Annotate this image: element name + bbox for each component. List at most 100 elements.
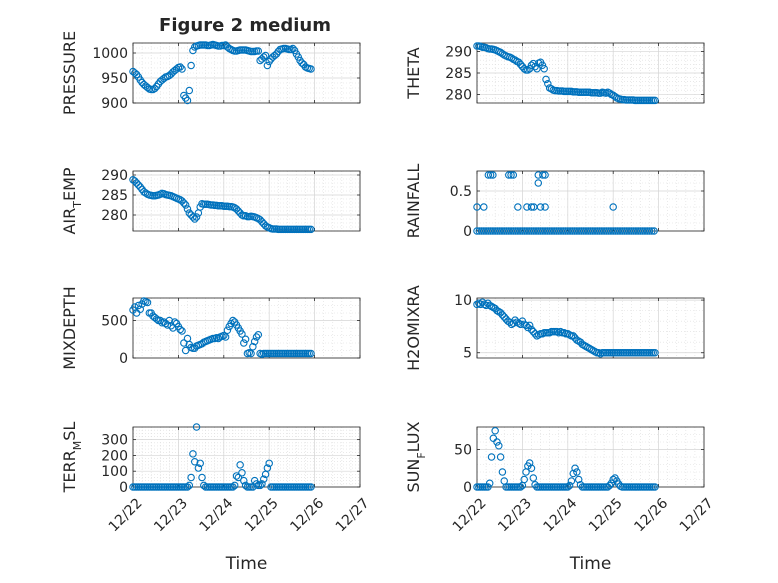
data-point: [511, 56, 519, 64]
data-point: [220, 331, 228, 340]
x-tick-label: 12/26: [287, 495, 327, 535]
y-tick-label: 280: [101, 208, 128, 224]
y-axis-label-tail: SL: [60, 422, 79, 441]
data-point: [527, 464, 536, 472]
data-point: [307, 225, 315, 234]
data-point: [476, 300, 485, 309]
data-point: [493, 438, 501, 446]
data-point: [151, 84, 159, 93]
data-point: [180, 339, 188, 347]
axes-box: [132, 297, 361, 359]
data-point: [650, 227, 658, 235]
data-point: [536, 203, 545, 211]
plot-area: [477, 171, 704, 231]
series-markers: [473, 298, 659, 358]
data-point: [564, 483, 572, 491]
data-point: [605, 89, 614, 97]
panel-mixdepth: 0 500 MIXDEPTH: [60, 286, 361, 370]
series-markers: [473, 426, 659, 491]
series-markers: [129, 297, 315, 358]
x-tick-label: 12/23: [495, 495, 535, 535]
data-point: [496, 308, 505, 317]
data-point: [176, 325, 184, 334]
data-point: [134, 301, 143, 310]
data-point: [256, 481, 264, 490]
data-point: [185, 481, 194, 490]
data-point: [198, 473, 206, 482]
data-point: [241, 335, 250, 343]
y-tick-label: 950: [101, 71, 128, 87]
data-point: [261, 51, 270, 60]
data-point: [187, 473, 195, 482]
y-tick-label: 1000: [92, 46, 128, 62]
data-point: [194, 464, 203, 472]
data-point: [605, 481, 614, 490]
data-point: [529, 327, 538, 336]
data-point: [484, 483, 492, 491]
data-point: [236, 461, 244, 469]
data-point: [189, 450, 197, 458]
data-point: [134, 181, 143, 189]
y-axis-label: H2OMIXRA: [404, 285, 423, 371]
data-point: [307, 349, 315, 358]
y-tick-label: 285: [101, 188, 128, 204]
data-point: [189, 46, 197, 55]
data-point: [172, 65, 181, 73]
data-point: [540, 64, 548, 73]
data-point: [152, 315, 161, 323]
data-point: [544, 79, 552, 88]
data-point: [263, 464, 272, 472]
data-point: [609, 203, 617, 211]
axes-box: [476, 297, 705, 359]
data-point: [294, 53, 303, 61]
data-point: [260, 475, 268, 483]
y-tick-label: 285: [445, 66, 472, 82]
data-point: [531, 330, 539, 338]
y-axis-label: THETA: [404, 47, 423, 99]
y-axis-label-subscript: F: [415, 452, 428, 458]
data-point: [486, 171, 495, 179]
panel-air: 280 285 290 AIRTEMP: [60, 167, 361, 235]
data-point: [265, 459, 273, 468]
data-point: [290, 46, 299, 55]
y-tick-label: 280: [445, 87, 472, 103]
data-point: [498, 311, 507, 319]
y-tick-label: 0.5: [450, 184, 472, 200]
data-point: [514, 203, 522, 211]
series-markers: [129, 40, 315, 105]
data-point: [254, 330, 263, 339]
y-tick-label: 10: [454, 293, 472, 309]
panel-pressure: 900 950 1000 PRESSURE: [60, 31, 361, 115]
data-point: [178, 327, 186, 335]
data-point: [520, 64, 528, 73]
data-point: [307, 65, 315, 73]
x-tick-label: 12/27: [333, 495, 373, 535]
data-point: [229, 316, 237, 325]
data-point: [485, 479, 494, 487]
y-tick-label: 300: [101, 433, 128, 449]
data-point: [609, 475, 617, 484]
data-point: [484, 171, 493, 179]
data-point: [487, 453, 496, 461]
data-point: [651, 96, 659, 105]
data-point: [516, 483, 525, 491]
data-point: [223, 326, 232, 334]
axes-box: [476, 170, 705, 232]
series-markers: [129, 176, 315, 234]
panel-theta: 280 285 290 THETA: [404, 42, 705, 105]
x-tick-label: 12/25: [586, 495, 626, 535]
y-axis-label: MIXDEPTH: [60, 286, 79, 369]
data-point: [541, 171, 549, 179]
data-point: [183, 205, 192, 213]
data-point: [520, 475, 528, 484]
x-tick-label: 12/24: [197, 495, 237, 535]
x-tick-label: 12/26: [631, 495, 671, 535]
x-tick-label: 12/25: [242, 495, 282, 535]
data-point: [569, 469, 577, 478]
data-point: [651, 483, 659, 491]
data-point: [189, 213, 197, 221]
data-point: [648, 227, 656, 235]
x-tick-label: 12/23: [151, 495, 191, 535]
data-point: [221, 333, 230, 341]
